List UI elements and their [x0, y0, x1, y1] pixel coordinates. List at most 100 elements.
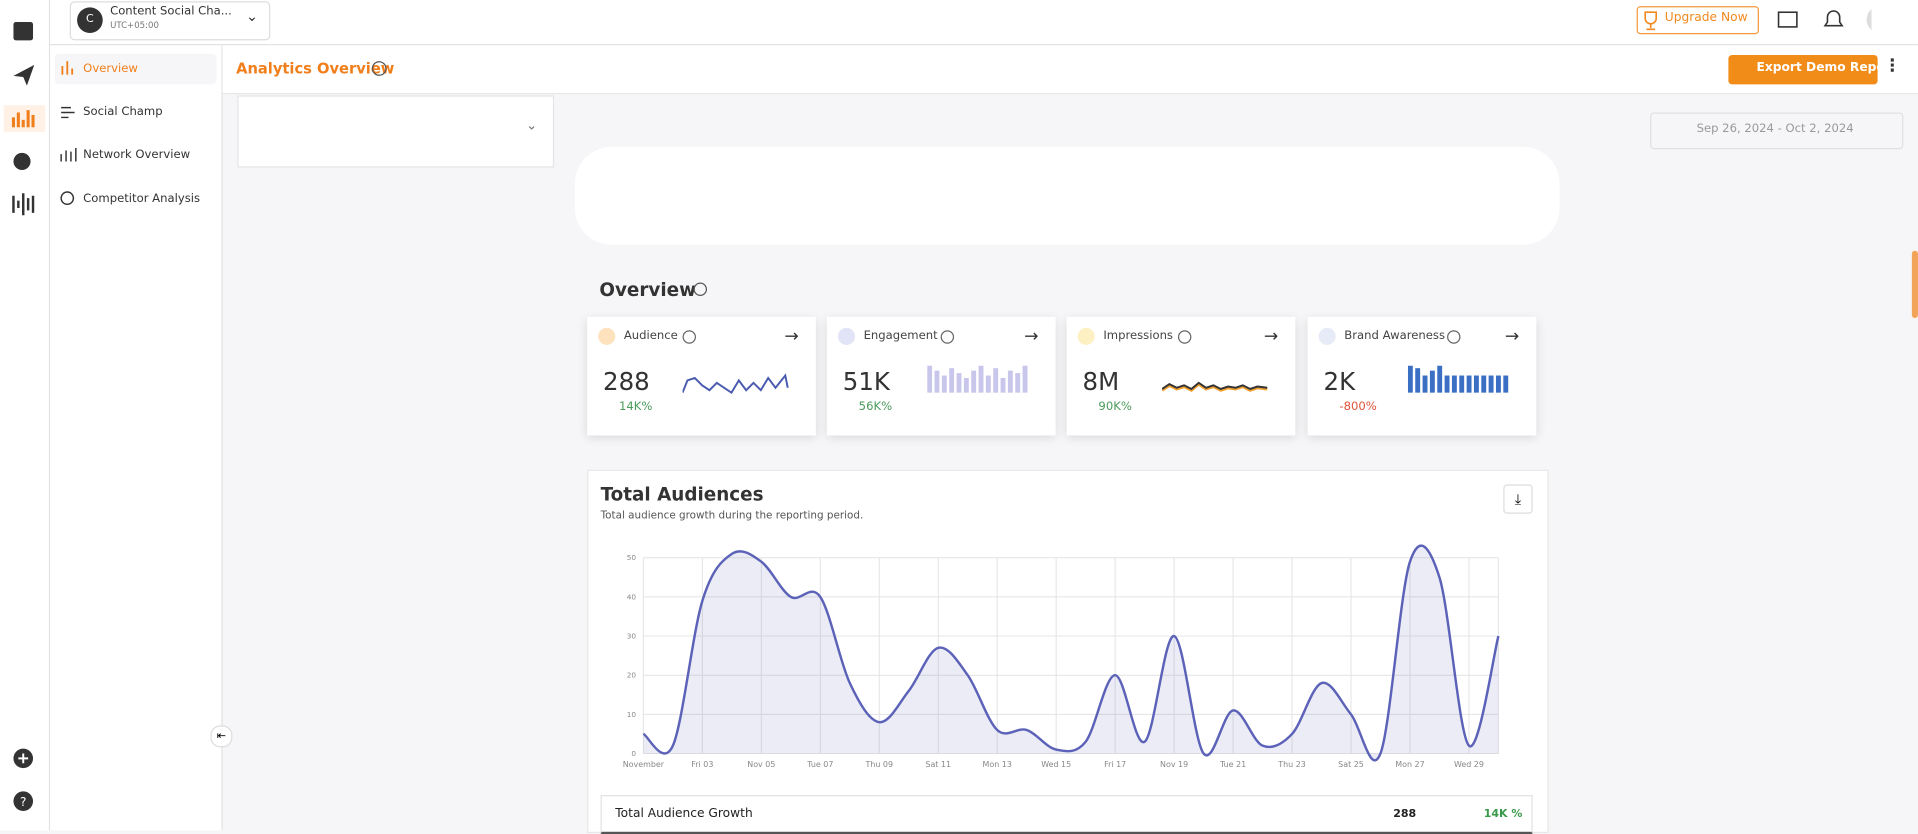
metric-card[interactable]: Engagement → 51K 56K% — [826, 316, 1056, 436]
x-tick-label: Tue 21 — [1219, 760, 1246, 769]
x-tick-label: Nov 05 — [747, 760, 775, 769]
top-bar — [50, 0, 1918, 46]
help-icon[interactable] — [371, 61, 387, 76]
x-tick-label: Thu 09 — [864, 760, 893, 769]
notes-icon[interactable] — [1777, 11, 1798, 28]
card-value: 8M — [1082, 366, 1120, 397]
sparkline — [1162, 381, 1268, 393]
nav-item[interactable]: Competitor Analysis — [83, 192, 201, 206]
download-button[interactable]: ⤓ — [1503, 484, 1533, 514]
page-header — [222, 45, 1918, 95]
metric-card[interactable]: Audience → 288 14K% — [587, 316, 816, 436]
analytics-active — [3, 105, 46, 133]
analytics-icon[interactable] — [11, 110, 35, 128]
bell-icon[interactable] — [1823, 10, 1844, 27]
x-tick-label: Wed 15 — [1041, 760, 1071, 769]
y-tick-label: 0 — [631, 749, 636, 758]
timezone: UTC+05:00 — [110, 20, 159, 31]
y-tick-label: 40 — [627, 592, 637, 601]
growth-row — [600, 795, 1533, 834]
sparkline — [1407, 365, 1509, 393]
x-tick-label: November — [623, 760, 665, 769]
date-range: Sep 26, 2024 - Oct 2, 2024 — [1696, 122, 1854, 136]
x-tick-label: Sat 11 — [925, 760, 951, 769]
upgrade-button[interactable] — [1636, 6, 1759, 35]
metric-card[interactable]: Brand Awareness → 2K -800% — [1307, 316, 1537, 436]
date-picker[interactable] — [1650, 112, 1904, 150]
info-icon[interactable] — [1447, 330, 1461, 344]
card-value: 51K — [842, 366, 890, 397]
sparkline — [682, 373, 789, 395]
x-tick-label: Tue 07 — [806, 760, 833, 769]
upgrade-label: Upgrade Now — [1664, 11, 1748, 25]
profile-icon[interactable] — [1866, 9, 1872, 33]
section-title: Overview — [599, 278, 697, 301]
info-icon[interactable] — [940, 330, 955, 344]
top-icons — [1644, 9, 1872, 33]
card-name: Audience — [623, 329, 678, 343]
card-name: Impressions — [1103, 329, 1173, 343]
avatar: C — [77, 7, 103, 34]
chart-card — [587, 469, 1549, 833]
arrow[interactable]: → — [1504, 326, 1520, 347]
card-icon — [1318, 327, 1336, 345]
chart-subtitle: Total audience growth during the reporti… — [600, 510, 864, 523]
sparkline — [927, 365, 1028, 393]
card-name: Engagement — [863, 329, 938, 343]
growth-change: 14K % — [1483, 808, 1523, 821]
x-tick-label: Fri 03 — [691, 760, 713, 769]
area-chart: 0 10 20 30 40 50 November Fri 03 Nov 05 Tue 07 Thu… — [623, 544, 1500, 769]
inbox-icon[interactable] — [13, 152, 31, 171]
card-change: -800% — [1339, 399, 1377, 414]
profile-select[interactable] — [237, 95, 555, 168]
nav-item[interactable]: Overview — [83, 62, 138, 76]
card-name: Brand Awareness — [1344, 329, 1446, 343]
arrow[interactable]: → — [1263, 326, 1279, 347]
icon-rail — [0, 0, 51, 831]
help-icon[interactable] — [13, 791, 34, 811]
listening-icon[interactable] — [12, 193, 35, 216]
info-icon[interactable] — [693, 282, 708, 297]
chevron: ⌄ — [245, 7, 259, 25]
publish-icon[interactable] — [13, 64, 35, 86]
arrow[interactable]: → — [784, 326, 799, 347]
card-change: 14K% — [618, 399, 653, 414]
more-menu[interactable]: ⋮ — [1883, 56, 1901, 76]
scrollbar[interactable] — [1911, 250, 1918, 319]
card-icon — [837, 327, 856, 345]
info-icon[interactable] — [1177, 330, 1192, 344]
area-line — [642, 544, 1500, 762]
x-tick-label: Nov 19 — [1160, 760, 1188, 769]
chart-title: Total Audiences — [600, 483, 764, 506]
chevron: ⌄ — [525, 117, 538, 134]
growth-value: 288 — [1393, 808, 1417, 821]
metric-card[interactable]: Impressions → 8M 90K% — [1066, 316, 1296, 436]
arrow[interactable]: → — [1024, 326, 1039, 347]
export-label: Export Demo Report — [1756, 61, 1897, 75]
nav-icons — [60, 61, 77, 206]
export-button[interactable] — [1728, 55, 1878, 85]
y-tick-label: 20 — [627, 671, 637, 680]
workspace-switcher[interactable] — [69, 1, 271, 41]
x-tick-label: Wed 29 — [1454, 760, 1484, 769]
card-value: 2K — [1323, 366, 1356, 397]
calendar-icon[interactable] — [13, 22, 34, 41]
nav-item[interactable]: Social Champ — [83, 105, 163, 119]
collapse-button[interactable]: ⇤ — [210, 725, 233, 748]
page-title: Analytics Overview — [236, 59, 395, 78]
rail-icons: ? — [3, 22, 46, 811]
card-change: 90K% — [1098, 399, 1132, 414]
card-change: 56K% — [858, 399, 893, 414]
growth-label: Total Audience Growth — [615, 807, 753, 821]
workspace-name: Content Social Cha... — [110, 4, 232, 19]
card-icon — [1077, 327, 1095, 345]
info-icon[interactable] — [682, 330, 697, 344]
y-tick-label: 50 — [627, 553, 637, 562]
nav-item[interactable]: Network Overview — [83, 148, 191, 162]
x-tick-label: Mon 27 — [1395, 760, 1424, 769]
card-icon — [598, 327, 616, 345]
svg-text:?: ? — [20, 795, 27, 809]
area-fill — [643, 545, 1499, 761]
